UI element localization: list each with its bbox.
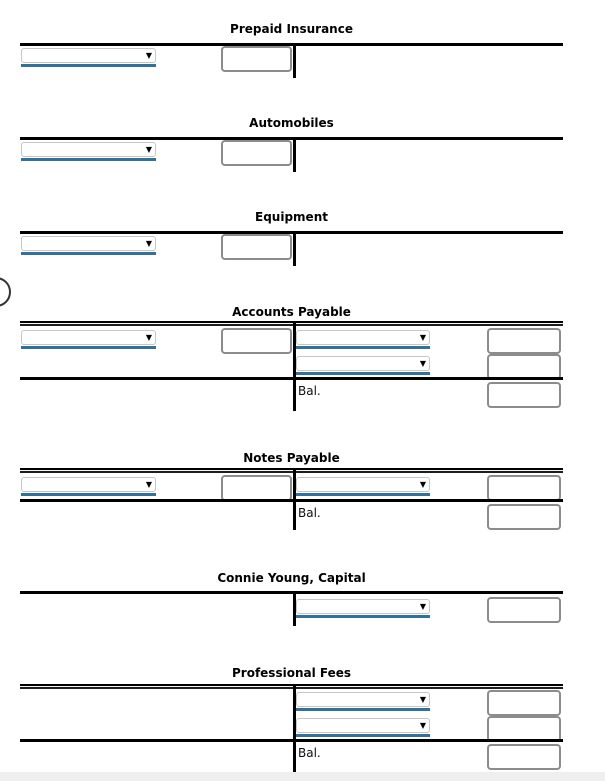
credit-amount-input[interactable]: [487, 597, 561, 623]
debit-item-select[interactable]: ▼: [21, 236, 156, 255]
credit-item-select[interactable]: ▼: [296, 356, 430, 375]
divider-line: [293, 684, 296, 772]
balance-rule: [20, 499, 563, 502]
dropdown-arrow-icon: ▼: [419, 480, 426, 489]
divider-line: [293, 231, 296, 266]
credit-balance-input[interactable]: [487, 382, 561, 408]
top-rule: [20, 231, 563, 234]
select-box: ▼: [21, 477, 156, 492]
select-underline: [21, 64, 156, 67]
credit-item-select[interactable]: ▼: [296, 599, 430, 618]
select-underline: [296, 372, 430, 375]
edge-circle-decoration: [0, 277, 11, 307]
dropdown-arrow-icon: ▼: [145, 145, 152, 154]
select-underline: [21, 252, 156, 255]
select-underline: [296, 734, 430, 737]
debit-amount-input[interactable]: [221, 475, 292, 501]
select-box: ▼: [296, 330, 430, 345]
credit-item-select[interactable]: ▼: [296, 692, 430, 711]
select-box: ▼: [21, 330, 156, 345]
top-rule: [20, 468, 563, 473]
select-underline: [296, 708, 430, 711]
debit-item-select[interactable]: ▼: [21, 48, 156, 67]
dropdown-arrow-icon: ▼: [145, 239, 152, 248]
select-underline: [296, 493, 430, 496]
debit-amount-input[interactable]: [221, 140, 292, 166]
account-title: Notes Payable: [243, 451, 340, 465]
balance-rule: [20, 739, 563, 742]
top-rule: [20, 137, 563, 140]
top-rule: [20, 43, 563, 46]
divider-line: [293, 137, 296, 172]
balance-label: Bal.: [298, 746, 321, 760]
select-box: ▼: [296, 599, 430, 614]
credit-amount-input[interactable]: [487, 716, 561, 742]
credit-amount-input[interactable]: [487, 354, 561, 380]
credit-amount-input[interactable]: [487, 328, 561, 354]
top-rule: [20, 321, 563, 326]
select-box: ▼: [296, 356, 430, 371]
select-box: ▼: [296, 477, 430, 492]
divider-line: [293, 43, 296, 78]
bottom-scroll-strip: [0, 772, 605, 781]
top-rule: [20, 684, 563, 689]
debit-amount-input[interactable]: [221, 328, 292, 354]
select-box: ▼: [296, 692, 430, 707]
dropdown-arrow-icon: ▼: [145, 480, 152, 489]
credit-item-select[interactable]: ▼: [296, 330, 430, 349]
dropdown-arrow-icon: ▼: [419, 602, 426, 611]
account-title: Equipment: [255, 210, 328, 224]
balance-label: Bal.: [298, 384, 321, 398]
divider-line: [293, 321, 296, 411]
dropdown-arrow-icon: ▼: [145, 51, 152, 60]
account-title: Accounts Payable: [232, 305, 351, 319]
top-rule: [20, 591, 563, 594]
dropdown-arrow-icon: ▼: [419, 695, 426, 704]
credit-item-select[interactable]: ▼: [296, 477, 430, 496]
account-title: Automobiles: [249, 116, 334, 130]
balance-label: Bal.: [298, 506, 321, 520]
debit-item-select[interactable]: ▼: [21, 142, 156, 161]
debit-amount-input[interactable]: [221, 46, 292, 72]
debit-item-select[interactable]: ▼: [21, 477, 156, 496]
dropdown-arrow-icon: ▼: [145, 333, 152, 342]
credit-amount-input[interactable]: [487, 475, 561, 501]
select-underline: [296, 346, 430, 349]
debit-amount-input[interactable]: [221, 234, 292, 260]
balance-rule: [20, 377, 563, 380]
dropdown-arrow-icon: ▼: [419, 721, 426, 730]
debit-item-select[interactable]: ▼: [21, 330, 156, 349]
select-underline: [21, 493, 156, 496]
select-underline: [21, 158, 156, 161]
account-title: Professional Fees: [231, 666, 352, 680]
select-underline: [296, 615, 430, 618]
dropdown-arrow-icon: ▼: [419, 359, 426, 368]
divider-line: [293, 591, 296, 626]
select-box: ▼: [21, 236, 156, 251]
account-title: Prepaid Insurance: [230, 22, 353, 36]
credit-amount-input[interactable]: [487, 690, 561, 716]
account-title: Connie Young, Capital: [217, 571, 366, 585]
credit-balance-input[interactable]: [487, 744, 561, 770]
select-box: ▼: [21, 142, 156, 157]
select-underline: [21, 346, 156, 349]
credit-balance-input[interactable]: [487, 504, 561, 530]
select-box: ▼: [21, 48, 156, 63]
select-box: ▼: [296, 718, 430, 733]
dropdown-arrow-icon: ▼: [419, 333, 426, 342]
credit-item-select[interactable]: ▼: [296, 718, 430, 737]
